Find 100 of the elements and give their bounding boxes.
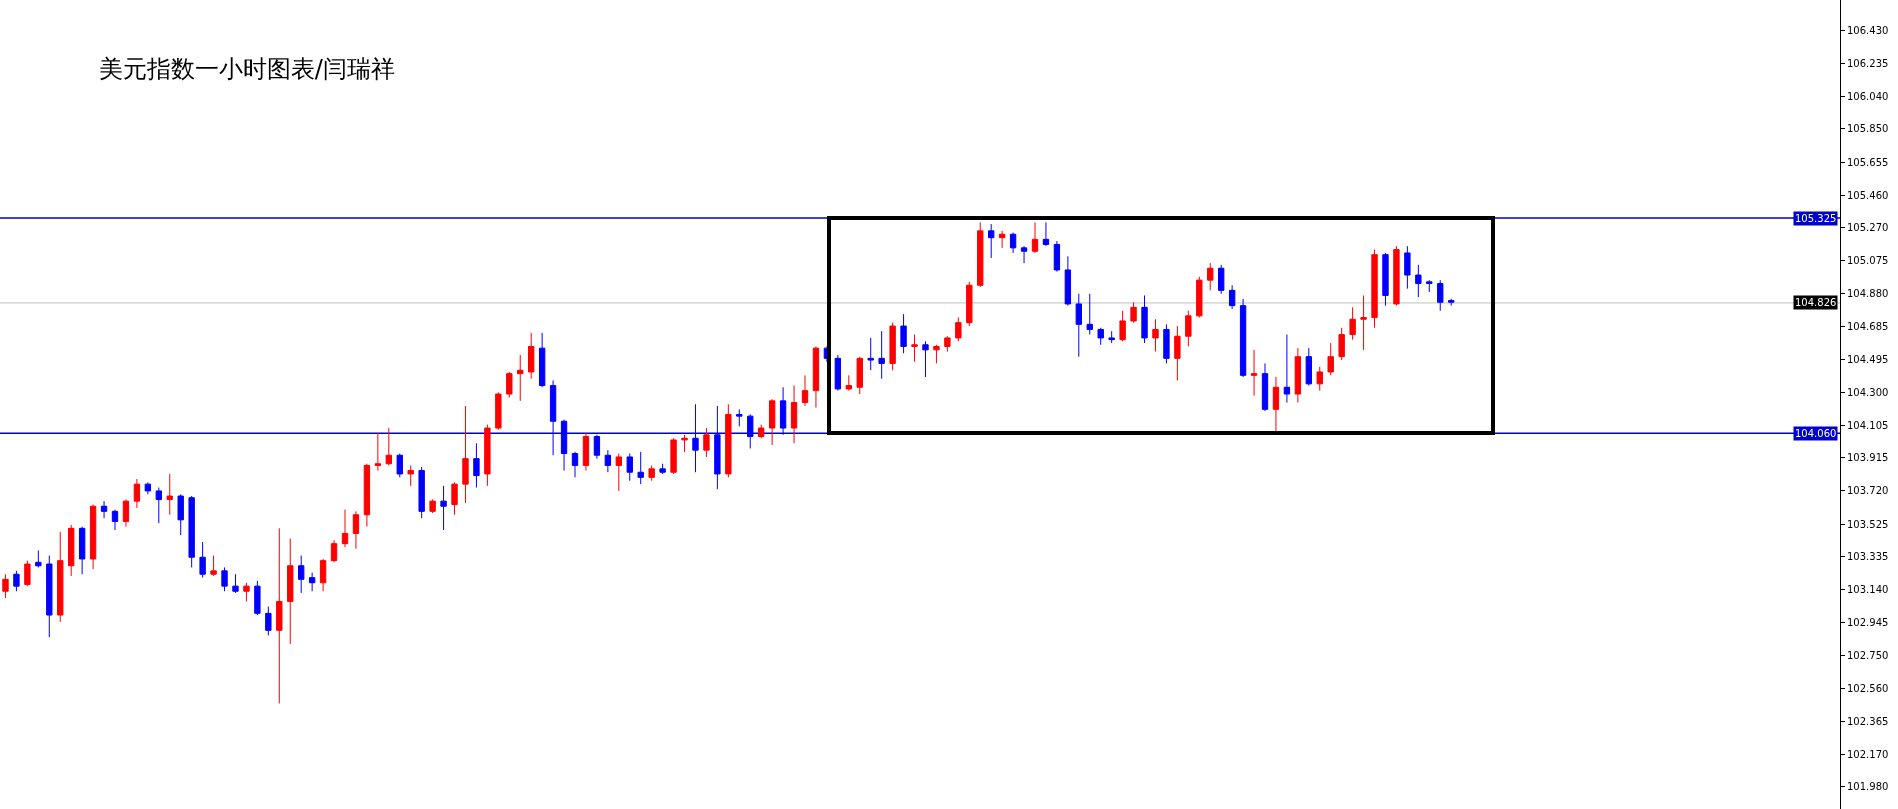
candlestick	[582, 432, 590, 472]
candlestick	[210, 555, 217, 577]
candlestick	[1207, 262, 1214, 291]
candlestick	[1261, 362, 1269, 412]
candlestick	[166, 473, 173, 516]
candlestick	[1218, 264, 1225, 295]
candlestick	[451, 481, 458, 516]
y-tick-label: 105.850	[1847, 123, 1889, 135]
candlestick	[144, 481, 152, 495]
candlestick	[736, 408, 743, 427]
candlestick	[1305, 347, 1312, 387]
candlestick	[801, 374, 809, 407]
candlestick	[571, 451, 579, 478]
ref-line-label: 104.826	[1795, 297, 1837, 308]
candlestick	[374, 432, 382, 472]
candlestick	[856, 356, 863, 395]
y-tick-label: 105.460	[1847, 189, 1889, 201]
candlestick	[845, 374, 852, 392]
candlestick	[133, 478, 141, 509]
candlestick	[933, 344, 940, 364]
y-tick-label: 101.980	[1847, 781, 1889, 793]
y-tick-label: 103.335	[1847, 550, 1889, 562]
candlestick	[396, 453, 403, 478]
y-tick-label: 104.300	[1847, 386, 1889, 398]
candlestick	[1086, 293, 1093, 336]
candlestick	[13, 570, 20, 592]
candlestick	[517, 354, 524, 402]
candlestick	[1327, 342, 1334, 376]
candlestick	[1316, 366, 1323, 392]
candlestick	[768, 398, 776, 446]
candlestick	[1174, 325, 1181, 381]
candlestick	[1338, 327, 1345, 361]
candlestick	[1196, 276, 1203, 319]
candlestick	[1163, 323, 1170, 364]
candlestick	[1283, 334, 1291, 404]
y-tick-label: 106.040	[1847, 91, 1889, 103]
candlestick	[1130, 301, 1137, 324]
candlestick	[758, 424, 765, 439]
ref-line-label: 105.325	[1795, 213, 1837, 224]
candlestick	[254, 580, 261, 616]
candlestick	[1393, 245, 1400, 307]
y-tick-label: 103.525	[1847, 518, 1889, 530]
candlestick	[966, 281, 973, 327]
candlestick	[46, 555, 53, 638]
candlestick	[407, 464, 414, 487]
candlestick	[1349, 306, 1356, 341]
candlestick	[78, 526, 86, 575]
candlestick	[1185, 310, 1192, 347]
candlestick	[199, 541, 206, 579]
candlestick	[363, 463, 371, 528]
candlestick	[440, 485, 447, 531]
y-tick-label: 102.170	[1847, 748, 1889, 760]
candlestick	[834, 354, 842, 392]
candlestick	[549, 379, 557, 456]
candlestick	[1020, 245, 1028, 264]
candlestick	[1371, 249, 1378, 329]
candlestick	[1437, 279, 1444, 312]
candlestick	[462, 405, 469, 504]
candlestick	[725, 403, 732, 478]
candlestick	[495, 391, 502, 431]
candlestick	[122, 498, 130, 528]
candlestick	[1141, 294, 1148, 344]
candlestick	[659, 463, 666, 475]
candlestick	[319, 558, 327, 592]
candlestick	[1119, 310, 1126, 342]
candlestick	[790, 385, 798, 444]
candlestick	[2, 573, 9, 599]
candlestick	[604, 449, 612, 473]
candlestick	[692, 403, 699, 473]
candlestick	[1064, 255, 1072, 307]
candlestick	[1404, 245, 1411, 290]
candlestick	[352, 510, 360, 550]
candlestick	[528, 332, 535, 380]
candlestick	[1152, 318, 1159, 353]
y-tick-label: 103.915	[1847, 452, 1889, 464]
y-tick-label: 104.880	[1847, 288, 1889, 300]
candlestick	[330, 539, 338, 563]
candlestick	[867, 337, 874, 371]
candlestick	[637, 451, 644, 485]
y-tick-label: 105.270	[1847, 221, 1889, 233]
candlestick	[998, 230, 1006, 249]
candlestick	[670, 437, 677, 475]
candlestick	[955, 317, 962, 342]
y-tick-label: 106.430	[1847, 24, 1889, 36]
candlestick	[900, 313, 907, 354]
candlestick	[418, 466, 425, 519]
candlestick	[878, 330, 885, 380]
candlestick	[911, 334, 918, 363]
candlestick	[560, 419, 568, 472]
candlestick	[57, 531, 64, 623]
candlestick	[1108, 330, 1115, 344]
candlestick	[24, 560, 31, 587]
candlestick	[221, 566, 228, 592]
candlestick	[276, 527, 283, 704]
candlestick	[812, 345, 820, 409]
candlestick	[177, 493, 184, 536]
candlestick	[89, 504, 97, 570]
candlestick	[385, 427, 392, 466]
candlestick	[243, 582, 250, 602]
candlestick	[648, 464, 655, 482]
